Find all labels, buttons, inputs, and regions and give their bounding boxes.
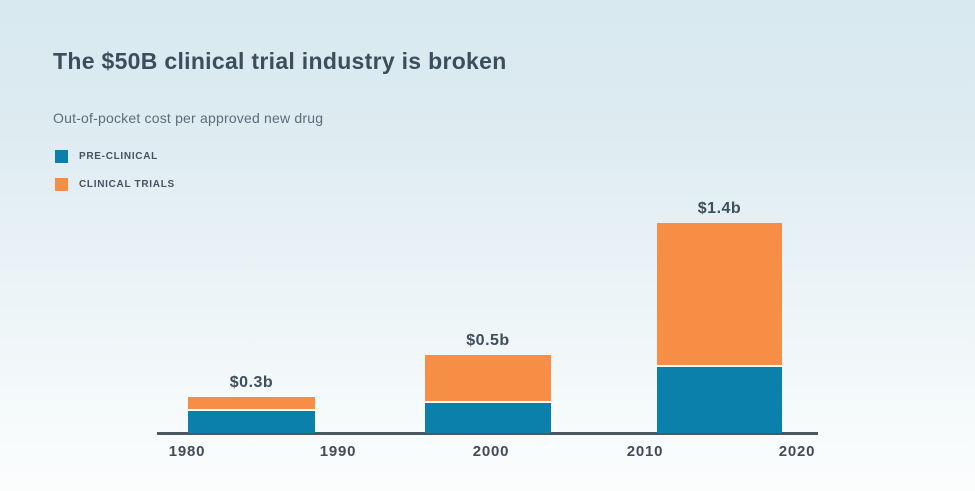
- chart-title: The $50B clinical trial industry is brok…: [53, 48, 507, 74]
- bar-segment-clinical-trials: [425, 354, 551, 401]
- x-tick-label: 1990: [319, 443, 357, 460]
- x-axis: [157, 432, 818, 435]
- bar-group-1980s: $0.3b: [188, 373, 315, 433]
- legend-label-clinical-trials: CLINICAL TRIALS: [79, 178, 175, 190]
- chart-subtitle: Out-of-pocket cost per approved new drug: [53, 110, 324, 126]
- x-tick-label: 2020: [778, 443, 816, 460]
- bar-segment-preclinical: [425, 403, 551, 433]
- x-tick-label: 1980: [168, 443, 206, 460]
- bar-segment-preclinical: [188, 410, 315, 433]
- legend-swatch-clinical-trials-icon: [55, 177, 68, 191]
- legend-swatch-preclinical-icon: [55, 149, 68, 163]
- bar-value-label: $0.3b: [229, 373, 274, 391]
- bar-group-2000: $0.5b: [425, 331, 551, 433]
- legend-item-preclinical: PRE-CLINICAL: [55, 149, 175, 163]
- bar-segment-preclinical: [657, 367, 782, 433]
- legend-item-clinical-trials: CLINICAL TRIALS: [55, 177, 175, 191]
- legend: PRE-CLINICAL CLINICAL TRIALS: [55, 149, 175, 205]
- bar-value-label: $1.4b: [697, 199, 742, 217]
- legend-label-preclinical: PRE-CLINICAL: [79, 150, 158, 162]
- bar-group-2010s: $1.4b: [657, 199, 782, 433]
- bar-value-label: $0.5b: [466, 331, 510, 349]
- x-tick-label: 2010: [626, 443, 664, 460]
- bar-segment-clinical-trials: [657, 222, 782, 365]
- bar-segment-clinical-trials: [188, 396, 315, 409]
- x-tick-label: 2000: [472, 443, 510, 460]
